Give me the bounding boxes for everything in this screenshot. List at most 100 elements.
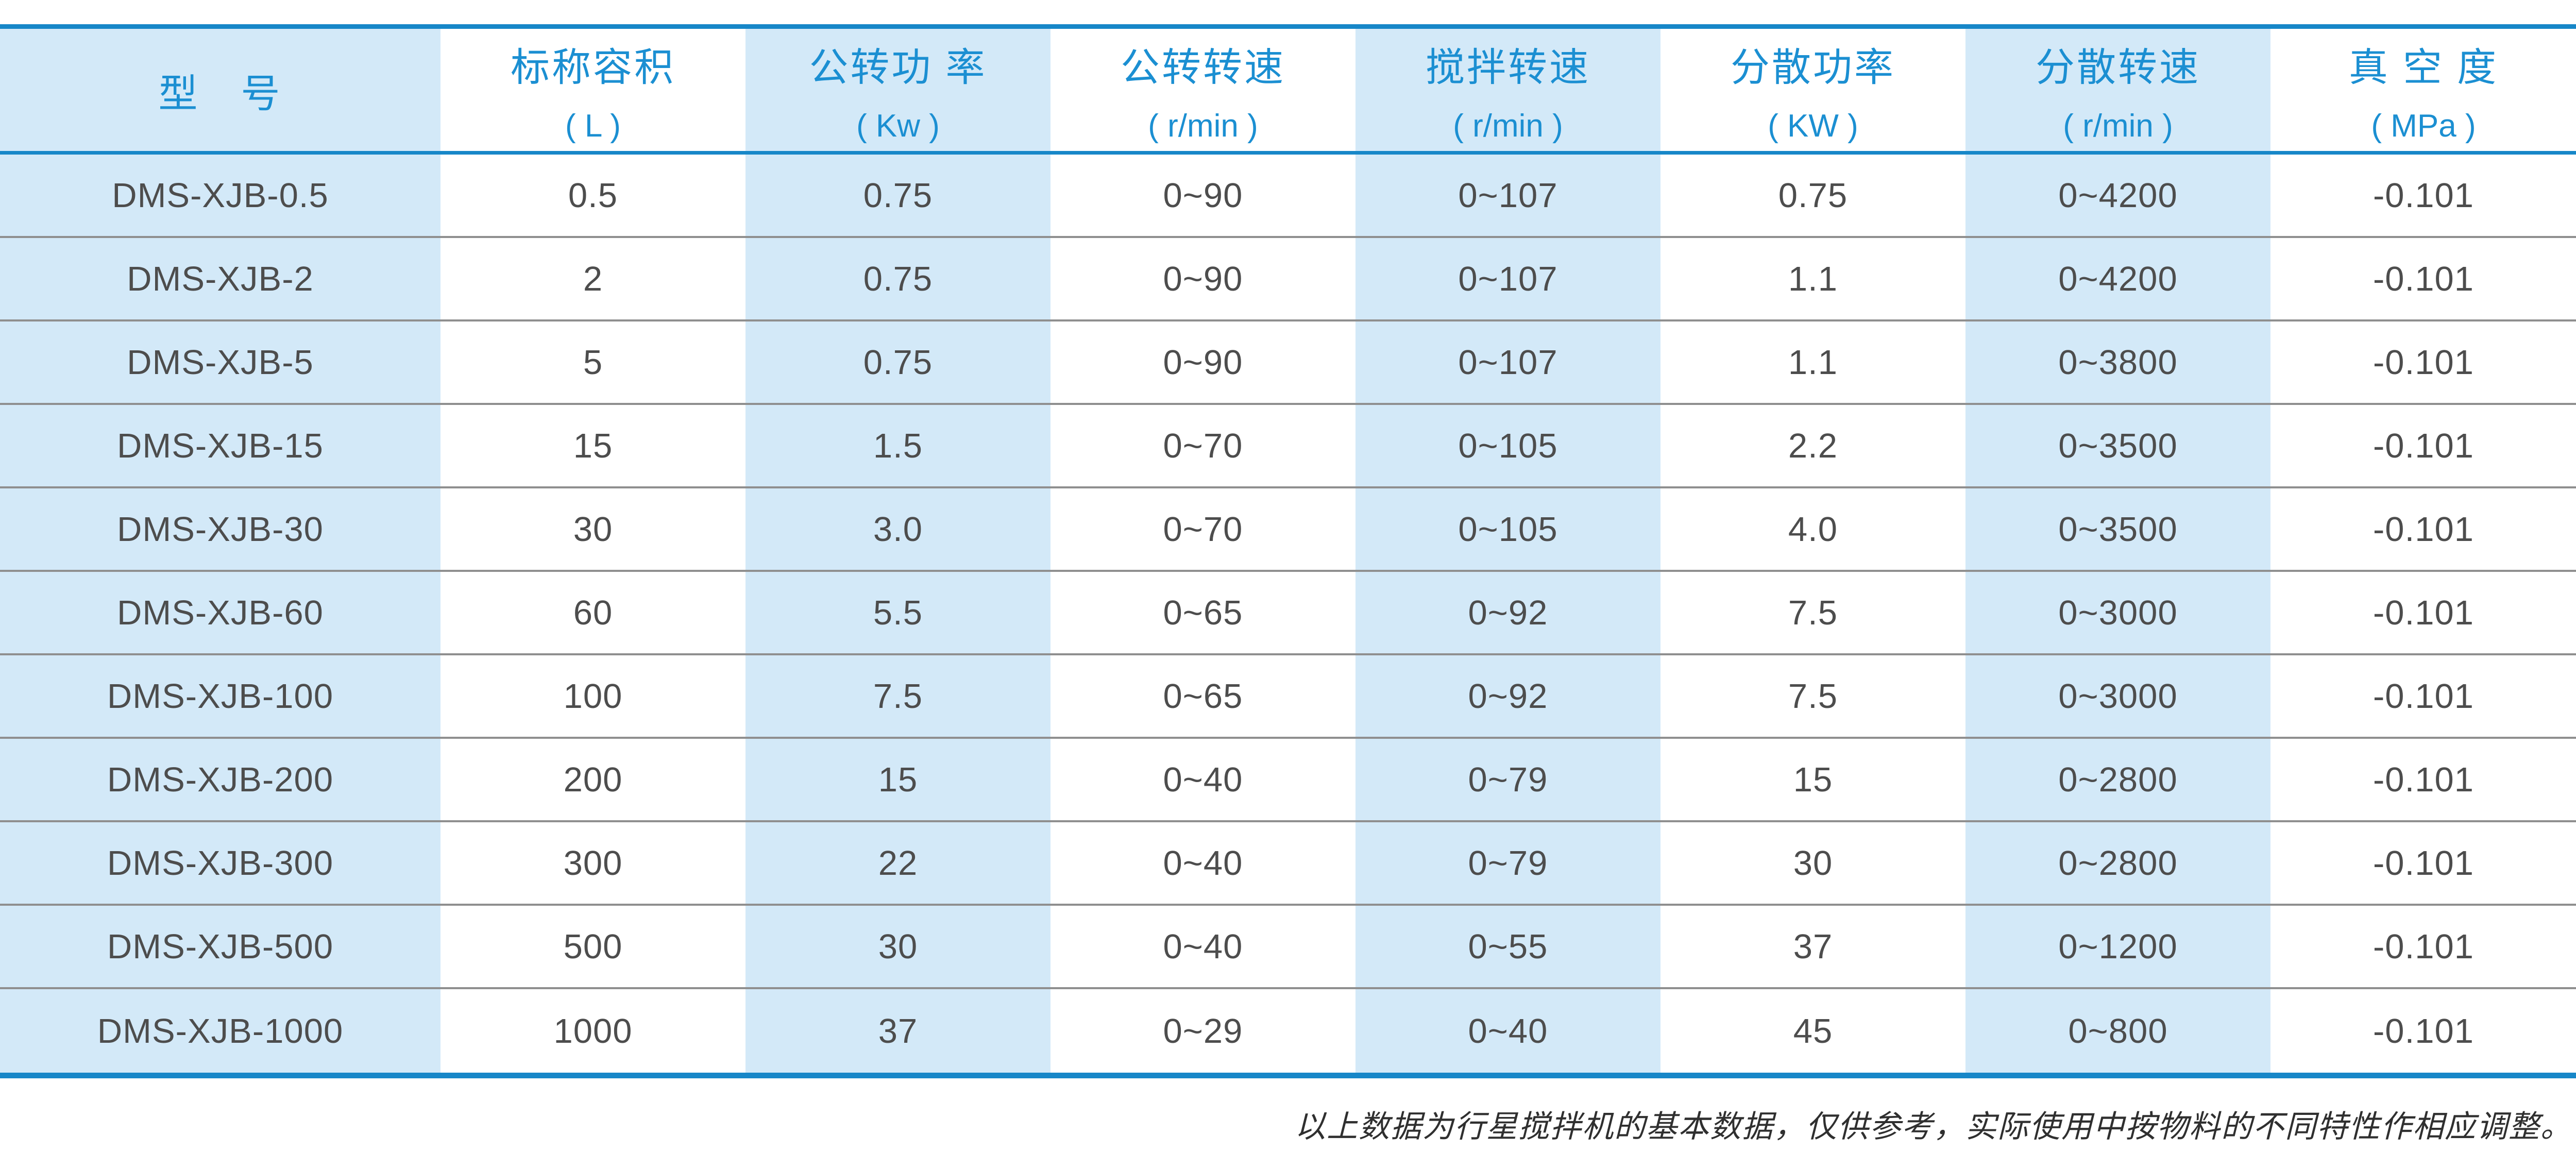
value-cell: 0~800 xyxy=(1965,989,2270,1073)
table-row: DMS-XJB-1000 1000 37 0~29 0~40 45 0~800 -0.101 xyxy=(0,989,2576,1073)
table-top-border xyxy=(0,24,2576,29)
value-cell: 15 xyxy=(745,739,1050,820)
header-cell-1: 标称容积 ( L ) xyxy=(440,29,745,151)
value-cell: -0.101 xyxy=(2270,155,2576,236)
header-label: 真 空 度 xyxy=(2348,46,2499,90)
value-cell: 0.75 xyxy=(745,155,1050,236)
value-cell: 2.2 xyxy=(1660,405,1965,486)
model-cell: DMS-XJB-100 xyxy=(0,655,440,737)
value-cell: -0.101 xyxy=(2270,488,2576,570)
table-row: DMS-XJB-300 300 22 0~40 0~79 30 0~2800 -0.101 xyxy=(0,822,2576,906)
table-row: DMS-XJB-0.5 0.5 0.75 0~90 0~107 0.75 0~4200 -0.… xyxy=(0,155,2576,238)
value-cell: 0~92 xyxy=(1355,572,1660,653)
value-cell: 0~79 xyxy=(1355,822,1660,904)
header-label: 公转功 率 xyxy=(809,46,987,90)
header-unit: ( MPa ) xyxy=(2371,108,2476,144)
value-cell: 0~40 xyxy=(1050,822,1355,904)
header-label: 型 号 xyxy=(158,72,282,116)
value-cell: 15 xyxy=(1660,739,1965,820)
header-label: 搅拌转速 xyxy=(1426,46,1590,90)
model-cell: DMS-XJB-300 xyxy=(0,822,440,904)
value-cell: 0.75 xyxy=(745,321,1050,403)
value-cell: 0~40 xyxy=(1050,906,1355,987)
header-divider-line xyxy=(0,151,2576,155)
value-cell: 2 xyxy=(440,238,745,319)
value-cell: 0~40 xyxy=(1050,739,1355,820)
header-unit: ( Kw ) xyxy=(856,108,940,144)
model-cell: DMS-XJB-5 xyxy=(0,321,440,403)
value-cell: 30 xyxy=(1660,822,1965,904)
value-cell: 0~92 xyxy=(1355,655,1660,737)
value-cell: 100 xyxy=(440,655,745,737)
header-label: 公转转速 xyxy=(1121,46,1285,90)
value-cell: 0~3000 xyxy=(1965,572,2270,653)
value-cell: 1.5 xyxy=(745,405,1050,486)
table-row: DMS-XJB-100 100 7.5 0~65 0~92 7.5 0~3000 -0.101 xyxy=(0,655,2576,739)
value-cell: 0~70 xyxy=(1050,488,1355,570)
value-cell: 7.5 xyxy=(1660,572,1965,653)
value-cell: -0.101 xyxy=(2270,405,2576,486)
value-cell: 0~105 xyxy=(1355,405,1660,486)
value-cell: -0.101 xyxy=(2270,321,2576,403)
value-cell: -0.101 xyxy=(2270,655,2576,737)
value-cell: -0.101 xyxy=(2270,989,2576,1073)
value-cell: -0.101 xyxy=(2270,906,2576,987)
value-cell: 0~70 xyxy=(1050,405,1355,486)
header-unit: ( KW ) xyxy=(1768,108,1858,144)
value-cell: 15 xyxy=(440,405,745,486)
value-cell: 0~90 xyxy=(1050,155,1355,236)
header-label: 标称容积 xyxy=(511,46,675,90)
value-cell: -0.101 xyxy=(2270,572,2576,653)
header-label: 分散转速 xyxy=(2036,46,2200,90)
table-header-row: 型 号 标称容积( L ) 公转功 率 ( Kw ) 公转转速 ( r/min ) 搅拌转速… xyxy=(0,29,2576,151)
header-cell-7: 真 空 度 ( MPa ) xyxy=(2270,29,2576,151)
header-cell-6: 分散转速 ( r/min ) xyxy=(1965,29,2270,151)
table-row: DMS-XJB-5 5 0.75 0~90 0~107 1.1 0~3800 -0.101 xyxy=(0,321,2576,405)
header-cell-5: 分散功率 ( KW ) xyxy=(1660,29,1965,151)
value-cell: 0~107 xyxy=(1355,155,1660,236)
header-unit: ( r/min ) xyxy=(1148,108,1258,144)
value-cell: 22 xyxy=(745,822,1050,904)
header-cell-2: 公转功 率 ( Kw ) xyxy=(745,29,1050,151)
model-cell: DMS-XJB-1000 xyxy=(0,989,440,1073)
header-unit: ( r/min ) xyxy=(2063,108,2173,144)
value-cell: 0.75 xyxy=(745,238,1050,319)
value-cell: 1000 xyxy=(440,989,745,1073)
value-cell: 0.5 xyxy=(440,155,745,236)
value-cell: 0~107 xyxy=(1355,321,1660,403)
value-cell: 0~107 xyxy=(1355,238,1660,319)
value-cell: 0~4200 xyxy=(1965,238,2270,319)
value-cell: 300 xyxy=(440,822,745,904)
value-cell: 0~3000 xyxy=(1965,655,2270,737)
value-cell: 7.5 xyxy=(745,655,1050,737)
value-cell: -0.101 xyxy=(2270,739,2576,820)
value-cell: 5 xyxy=(440,321,745,403)
value-cell: 0~3500 xyxy=(1965,405,2270,486)
value-cell: 500 xyxy=(440,906,745,987)
table-row: DMS-XJB-30 30 3.0 0~70 0~105 4.0 0~3500 -0.101 xyxy=(0,488,2576,572)
spec-table: 型 号 标称容积( L ) 公转功 率 ( Kw ) 公转转速 ( r/min ) 搅拌转速… xyxy=(0,24,2576,1078)
value-cell: 0~2800 xyxy=(1965,822,2270,904)
table-row: DMS-XJB-2 2 0.75 0~90 0~107 1.1 0~4200 -0.101 xyxy=(0,238,2576,321)
value-cell: 0~65 xyxy=(1050,572,1355,653)
model-cell: DMS-XJB-15 xyxy=(0,405,440,486)
table-row: DMS-XJB-500 500 30 0~40 0~55 37 0~1200 -0.101 xyxy=(0,906,2576,989)
footer-disclaimer-note: 以上数据为行星搅拌机的基本数据，仅供参考，实际使用中按物料的不同特性作相应调整。 xyxy=(1295,1109,2572,1145)
value-cell: 3.0 xyxy=(745,488,1050,570)
model-cell: DMS-XJB-200 xyxy=(0,739,440,820)
value-cell: 1.1 xyxy=(1660,238,1965,319)
header-cell-4: 搅拌转速 ( r/min ) xyxy=(1355,29,1660,151)
table-row: DMS-XJB-15 15 1.5 0~70 0~105 2.2 0~3500 -0.101 xyxy=(0,405,2576,488)
value-cell: 37 xyxy=(1660,906,1965,987)
model-cell: DMS-XJB-500 xyxy=(0,906,440,987)
value-cell: 4.0 xyxy=(1660,488,1965,570)
table-row: DMS-XJB-200 200 15 0~40 0~79 15 0~2800 -0.101 xyxy=(0,739,2576,822)
value-cell: 60 xyxy=(440,572,745,653)
header-label: 分散功率 xyxy=(1731,46,1895,90)
value-cell: 0~105 xyxy=(1355,488,1660,570)
value-cell: 0~3500 xyxy=(1965,488,2270,570)
value-cell: 0~4200 xyxy=(1965,155,2270,236)
header-cell-0: 型 号 xyxy=(0,29,440,151)
value-cell: 30 xyxy=(440,488,745,570)
